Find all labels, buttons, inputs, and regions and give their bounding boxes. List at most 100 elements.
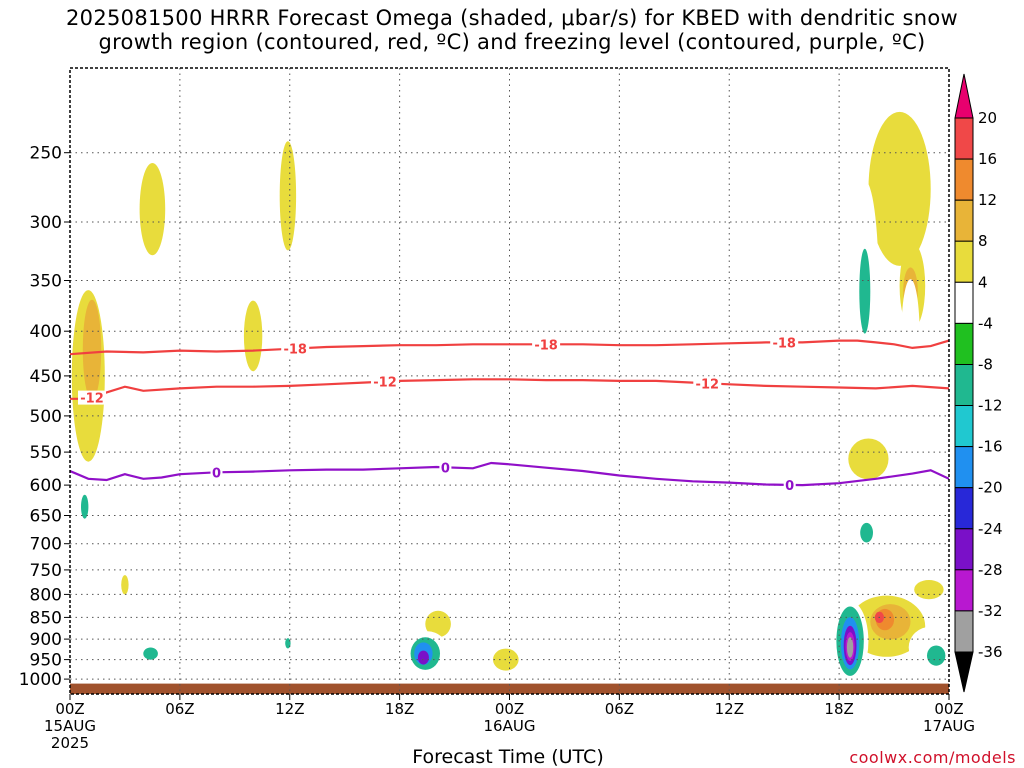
omega-region-17	[106, 118, 129, 246]
y-tick-label-700: 700	[30, 535, 62, 555]
omega-region-26	[211, 599, 233, 618]
colorbar-bin-6	[954, 364, 974, 407]
x-axis-label: Forecast Time (UTC)	[412, 746, 604, 768]
colorbar-label-10: -24	[978, 520, 1003, 538]
colorbar-label-8: -16	[978, 438, 1003, 456]
colorbar-bin-1	[954, 158, 974, 201]
y-tick-label-800: 800	[30, 585, 62, 605]
title-line-1: 2025081500 HRRR Forecast Omega (shaded, …	[66, 6, 958, 30]
y-tick-label-400: 400	[30, 322, 62, 342]
omega-region-55	[846, 637, 854, 658]
plot-frame	[69, 67, 950, 695]
y-tick-label-950: 950	[30, 651, 62, 671]
contour-label-bg-1-0	[78, 390, 106, 405]
y-tick-label-350: 350	[30, 272, 62, 292]
omega-region-2	[139, 163, 166, 256]
contour-label-bg-2-1	[439, 460, 452, 475]
colorbar-bin-8	[954, 446, 974, 489]
omega-region-5	[121, 575, 129, 595]
omega-region-25	[269, 609, 310, 669]
contour-label-bg-1-1	[371, 374, 399, 389]
omega-region-18	[284, 397, 292, 450]
x-tick-label-7: 18Z	[824, 700, 853, 718]
contour-label-2-2: 0	[785, 479, 794, 494]
x-tick-date-4: 16AUG	[484, 717, 536, 735]
colorbar-bin-3	[954, 240, 974, 283]
contour-label-2-0: 0	[212, 466, 221, 481]
omega-region-40	[859, 248, 871, 334]
y-tick-label-450: 450	[30, 367, 62, 387]
colorbar-label-13: -36	[978, 643, 1003, 661]
colorbar-bin-4	[954, 281, 974, 324]
chart-title: 2025081500 HRRR Forecast Omega (shaded, …	[0, 6, 1024, 54]
omega-region-29	[365, 633, 379, 645]
omega-region-37	[657, 658, 677, 665]
contour-label-0-2: -18	[772, 336, 796, 351]
title-line-2: growth region (contoured, red, ºC) and f…	[98, 30, 926, 54]
colorbar-label-9: -20	[978, 479, 1003, 497]
x-tick-label-6: 12Z	[715, 700, 744, 718]
contour-label-0-1: -18	[534, 338, 558, 353]
omega-region-8	[868, 111, 931, 266]
omega-region-34	[417, 650, 429, 665]
contour-label-bg-0-1	[532, 337, 561, 352]
colorbar-label-12: -32	[978, 602, 1003, 620]
contour-label-0-0: -18	[283, 343, 307, 358]
x-tick-date-8: 17AUG	[923, 717, 975, 735]
y-tick-label-850: 850	[30, 608, 62, 628]
colorbar-bin-0	[954, 117, 974, 160]
omega-region-46	[932, 68, 949, 215]
y-tick-label-550: 550	[30, 443, 62, 463]
omega-region-21	[141, 495, 146, 548]
omega-region-20	[81, 494, 89, 519]
y-tick-label-650: 650	[30, 507, 62, 527]
omega-region-11	[848, 438, 889, 480]
colorbar-arrow-top	[954, 73, 974, 119]
colorbar-label-2: 12	[978, 191, 997, 209]
omega-region-22	[82, 604, 102, 617]
contour-label-bg-0-2	[770, 335, 799, 350]
contour-label-bg-0-0	[281, 341, 310, 356]
y-tick-label-900: 900	[30, 630, 62, 650]
omega-region-1	[82, 299, 102, 400]
contour-line-1	[70, 378, 949, 400]
credit-text: coolwx.com/models	[849, 748, 1016, 767]
y-tick-label-300: 300	[30, 213, 62, 233]
omega-region-49	[927, 645, 946, 666]
y-tick-label-1000: 1000	[19, 670, 62, 690]
omega-region-3	[279, 141, 297, 251]
y-tick-label-500: 500	[30, 407, 62, 427]
colorbar-label-7: -12	[978, 397, 1003, 415]
colorbar-label-11: -28	[978, 561, 1003, 579]
omega-region-44	[860, 522, 873, 543]
omega-region-42	[901, 279, 920, 393]
contour-line-0	[70, 339, 949, 356]
colorbar-arrow-bottom	[954, 651, 974, 693]
contour-label-bg-2-0	[210, 465, 223, 480]
colorbar-label-0: 20	[978, 109, 997, 127]
contour-label-bg-1-2	[693, 376, 722, 391]
contour-label-bg-2-2	[783, 477, 796, 492]
y-tick-label-250: 250	[30, 144, 62, 164]
x-tick-label-2: 12Z	[275, 700, 304, 718]
x-tick-date-0: 15AUG	[44, 717, 96, 735]
colorbar-bin-10	[954, 528, 974, 571]
colorbar-label-1: 16	[978, 150, 997, 168]
colorbar-bin-12	[954, 610, 974, 653]
x-tick-label-1: 06Z	[165, 700, 194, 718]
x-tick-label-0: 00Z	[55, 700, 84, 718]
x-tick-label-3: 18Z	[385, 700, 414, 718]
omega-region-30	[438, 569, 453, 580]
contour-label-2-1: 0	[441, 461, 450, 476]
contour-label-1-2: -12	[696, 377, 720, 392]
colorbar-label-3: 8	[978, 232, 988, 250]
contour-label-1-1: -12	[373, 376, 397, 391]
omega-region-36	[581, 646, 633, 665]
omega-region-27	[143, 647, 158, 660]
contour-label-1-0: -12	[80, 392, 104, 407]
x-tick-label-4: 00Z	[495, 700, 524, 718]
contour-line-2	[70, 461, 949, 487]
colorbar-bin-9	[954, 487, 974, 530]
colorbar-bin-11	[954, 569, 974, 612]
